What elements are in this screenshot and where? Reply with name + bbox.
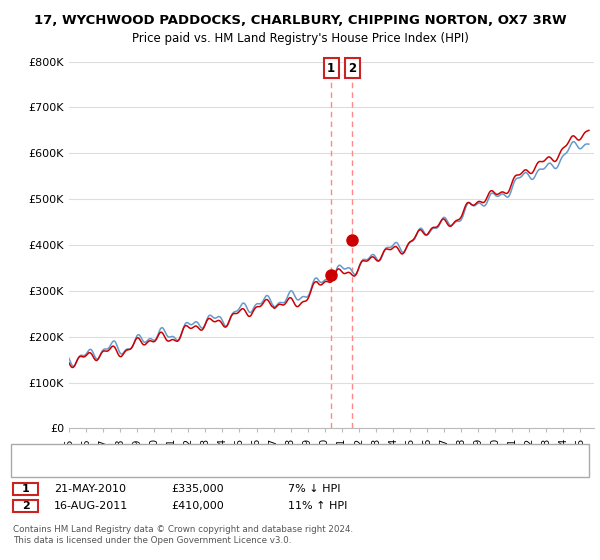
Text: Price paid vs. HM Land Registry's House Price Index (HPI): Price paid vs. HM Land Registry's House … [131,32,469,45]
Text: 2: 2 [348,62,356,74]
Text: 11% ↑ HPI: 11% ↑ HPI [288,501,347,511]
Text: £335,000: £335,000 [171,484,224,494]
Text: 1: 1 [22,484,29,494]
Text: £410,000: £410,000 [171,501,224,511]
Text: 2: 2 [22,501,29,511]
Text: ——: —— [21,460,52,475]
Text: Contains HM Land Registry data © Crown copyright and database right 2024.
This d: Contains HM Land Registry data © Crown c… [13,525,353,545]
Text: 21-MAY-2010: 21-MAY-2010 [54,484,126,494]
Text: ——: —— [21,446,52,460]
Text: 17, WYCHWOOD PADDOCKS, CHARLBURY, CHIPPING NORTON, OX7 3RW: 17, WYCHWOOD PADDOCKS, CHARLBURY, CHIPPI… [34,14,566,27]
Text: 7% ↓ HPI: 7% ↓ HPI [288,484,341,494]
Text: 16-AUG-2011: 16-AUG-2011 [54,501,128,511]
Text: 1: 1 [327,62,335,74]
Text: 17, WYCHWOOD PADDOCKS, CHARLBURY, CHIPPING NORTON, OX7 3RW (detached hous: 17, WYCHWOOD PADDOCKS, CHARLBURY, CHIPPI… [57,449,475,458]
Text: HPI: Average price, detached house, West Oxfordshire: HPI: Average price, detached house, West… [57,463,315,472]
